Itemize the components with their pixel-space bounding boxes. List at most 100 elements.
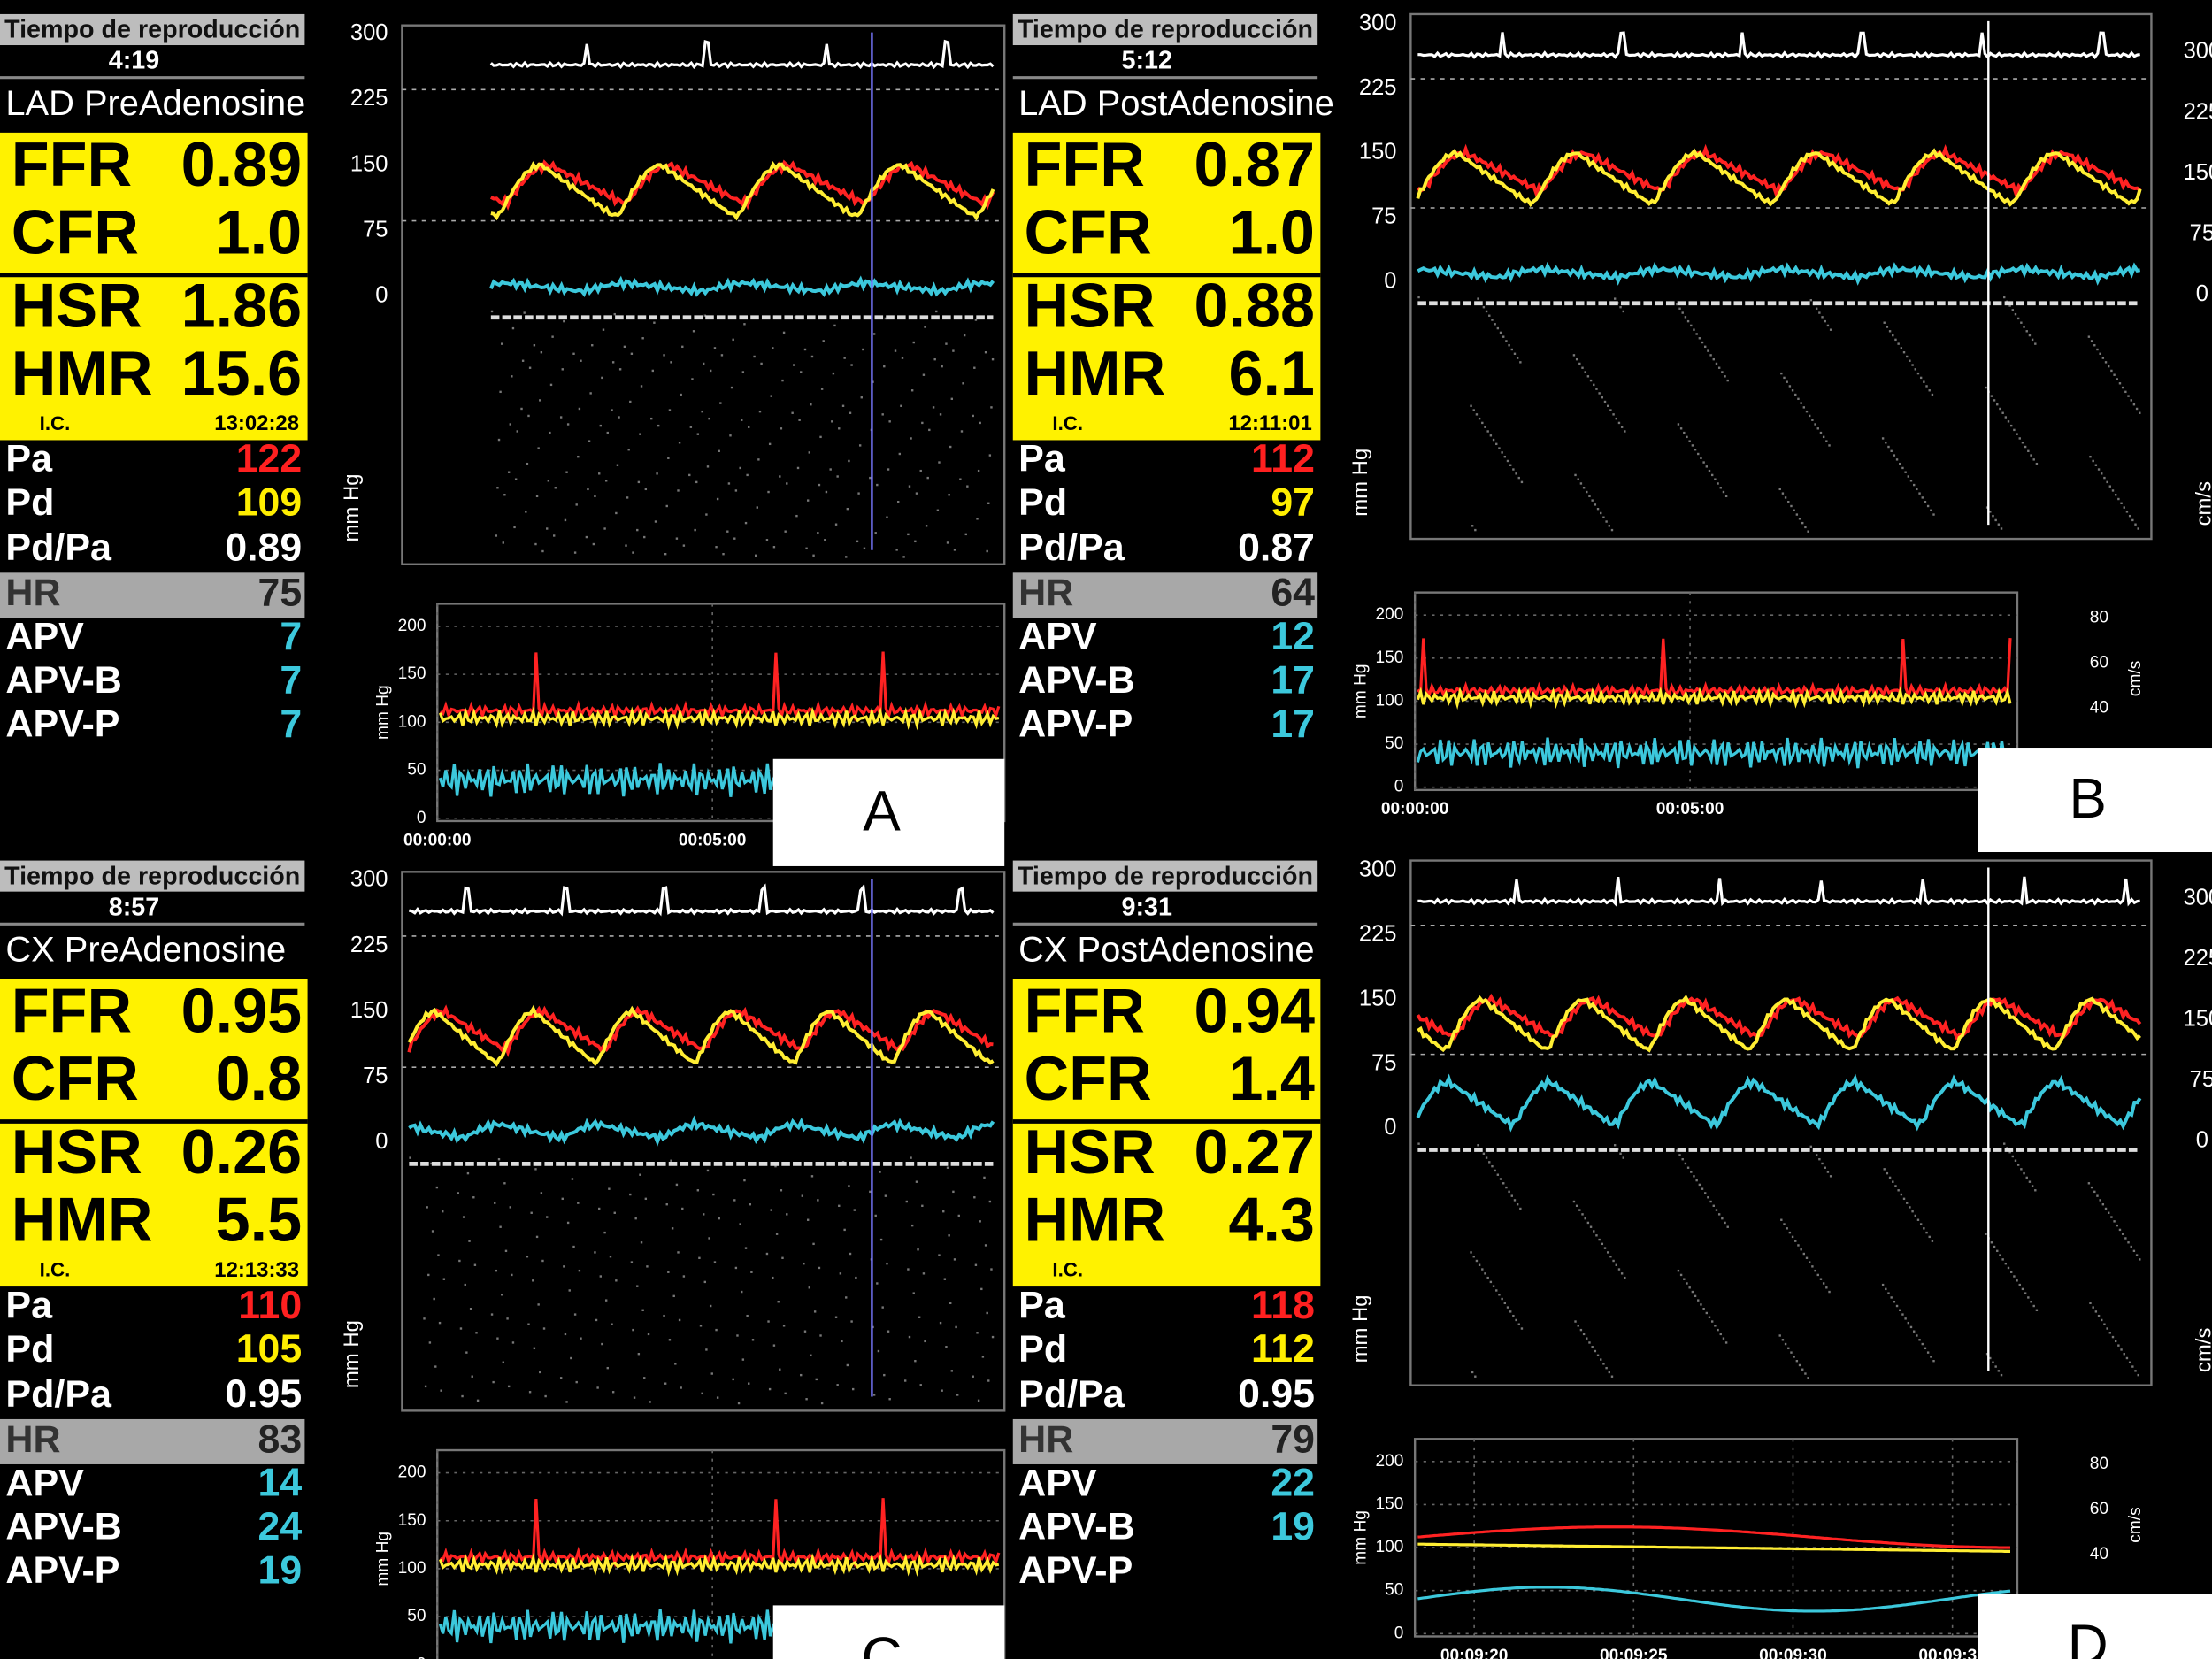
doppler-speckle	[1793, 1356, 1795, 1358]
doppler-speckle	[2128, 1361, 2131, 1363]
doppler-speckle	[1677, 423, 1680, 426]
doppler-speckle	[1575, 357, 1578, 361]
doppler-speckle	[1688, 1286, 1691, 1289]
doppler-speckle	[469, 1307, 472, 1310]
doppler-speckle	[730, 386, 733, 389]
doppler-speckle	[596, 1386, 599, 1389]
trend-chart-frame	[1413, 591, 2019, 792]
doppler-speckle	[750, 1271, 753, 1273]
doppler-speckle	[1506, 1306, 1509, 1309]
doppler-speckle	[758, 410, 762, 413]
trend-x-tick-label: 00:09:25	[1600, 1647, 1668, 1659]
doppler-speckle	[768, 1387, 772, 1391]
doppler-speckle	[572, 352, 575, 355]
doppler-speckle	[438, 1321, 442, 1325]
doppler-speckle	[2004, 416, 2008, 419]
trend-y-tick-label: 200	[398, 617, 426, 635]
playback-label: Tiempo de reproducción	[4, 862, 300, 890]
reading-label: APV	[1018, 1462, 1097, 1504]
doppler-speckle	[1710, 473, 1714, 477]
doppler-speckle	[779, 1368, 781, 1371]
reading-label: Pa	[1018, 438, 1066, 480]
doppler-speckle	[2123, 506, 2125, 509]
y2-tick-label: 150	[2184, 1006, 2212, 1031]
doppler-speckle	[706, 1169, 710, 1172]
y2-tick-label: 0	[2196, 1128, 2208, 1153]
doppler-speckle	[1818, 1157, 1821, 1161]
doppler-speckle	[604, 1299, 608, 1302]
doppler-speckle	[1492, 1285, 1495, 1287]
doppler-speckle	[644, 1197, 648, 1201]
doppler-speckle	[649, 1401, 651, 1403]
doppler-speckle	[701, 410, 703, 413]
doppler-speckle	[618, 368, 622, 371]
doppler-speckle	[946, 541, 949, 544]
doppler-speckle	[915, 1180, 918, 1183]
doppler-speckle	[665, 1203, 668, 1206]
doppler-speckle	[907, 1268, 910, 1271]
hr-bar	[1012, 572, 1318, 618]
doppler-speckle	[1702, 1307, 1705, 1310]
doppler-speckle	[656, 472, 658, 475]
doppler-speckle	[566, 1221, 570, 1225]
doppler-speckle	[988, 1200, 992, 1203]
doppler-speckle	[2106, 480, 2108, 484]
doppler-speckle	[2032, 458, 2035, 461]
doppler-speckle	[1726, 1225, 1729, 1228]
doppler-speckle	[1584, 371, 1586, 373]
playback-time: 8:57	[109, 893, 159, 921]
doppler-speckle	[636, 528, 639, 532]
doppler-speckle	[834, 523, 838, 526]
doppler-speckle	[1697, 452, 1700, 456]
doppler-speckle	[1990, 395, 1993, 397]
doppler-speckle	[599, 424, 603, 427]
doppler-speckle	[501, 1294, 503, 1296]
doppler-speckle	[2108, 1332, 2112, 1334]
distal-pressure-trace	[490, 160, 995, 221]
doppler-speckle	[509, 1206, 511, 1209]
doppler-speckle	[606, 1366, 609, 1370]
doppler-speckle	[1596, 1354, 1600, 1357]
doppler-speckle	[1612, 413, 1615, 416]
doppler-speckle	[2134, 1370, 2137, 1372]
reading-value: 19	[258, 1549, 303, 1593]
doppler-speckle	[1997, 523, 2001, 526]
doppler-speckle	[578, 407, 581, 411]
index-label: HMR	[1025, 1184, 1166, 1254]
y-tick-label: 150	[1359, 986, 1397, 1010]
doppler-speckle	[1818, 311, 1821, 314]
doppler-speckle	[511, 375, 513, 378]
doppler-speckle	[2030, 1301, 2032, 1303]
doppler-speckle	[1921, 496, 1924, 499]
trend-y-tick-label: 0	[417, 809, 426, 827]
doppler-speckle	[845, 1296, 848, 1299]
doppler-speckle	[507, 471, 511, 473]
doppler-speckle	[1893, 1301, 1896, 1303]
doppler-speckle	[939, 1321, 942, 1325]
panel: Tiempo de reproducción 4:19 LAD PreAdenosi…	[0, 13, 1006, 866]
doppler-speckle	[831, 420, 833, 423]
doppler-speckle	[1572, 1200, 1576, 1203]
doppler-speckle	[426, 1206, 428, 1209]
y-tick-label: 300	[1359, 11, 1397, 35]
doppler-speckle	[1828, 1290, 1831, 1294]
trend-y-tick-label: 200	[1375, 1452, 1403, 1471]
doppler-speckle	[1825, 440, 1828, 442]
doppler-speckle	[476, 1399, 480, 1402]
reading-value: 105	[236, 1327, 302, 1371]
doppler-speckle	[1787, 1347, 1790, 1350]
doppler-speckle	[779, 475, 781, 478]
doppler-speckle	[1814, 423, 1816, 426]
doppler-speckle	[833, 324, 836, 327]
doppler-speckle	[801, 1194, 804, 1197]
doppler-speckle	[1602, 1363, 1605, 1365]
doppler-speckle	[539, 1371, 541, 1374]
doppler-speckle	[1902, 351, 1906, 354]
doppler-speckle	[1609, 1256, 1612, 1258]
doppler-speckle	[1724, 495, 1728, 498]
doppler-speckle	[2118, 382, 2122, 385]
doppler-speckle	[675, 1183, 679, 1187]
y2-tick-label: 150	[2184, 160, 2212, 185]
playback-bar	[1012, 860, 1318, 892]
doppler-speckle	[1519, 1207, 1522, 1210]
